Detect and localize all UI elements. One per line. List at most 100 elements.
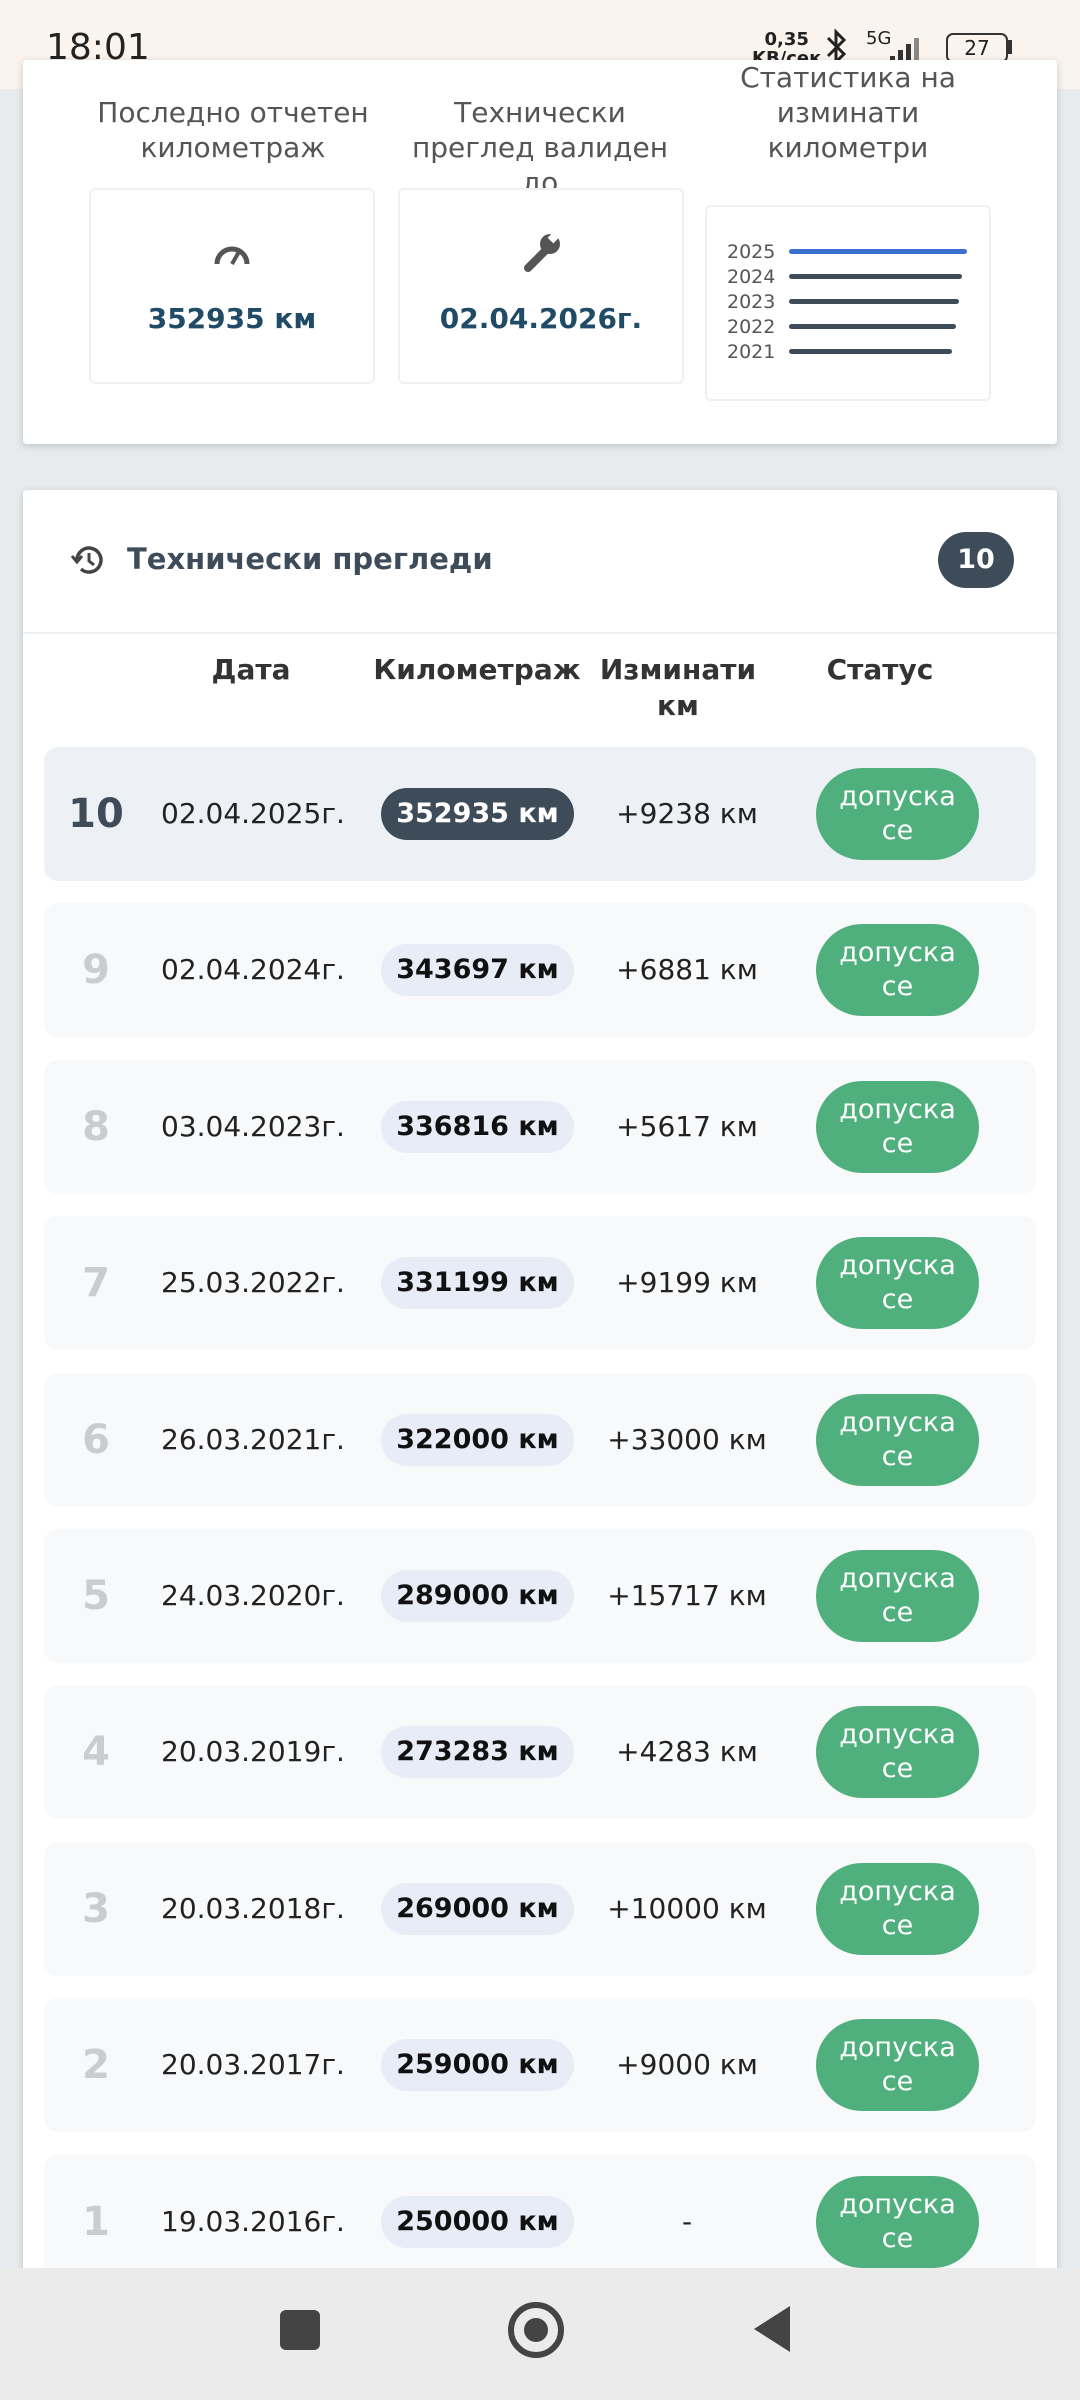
stat-line bbox=[789, 274, 962, 279]
row-mileage: 343697 км bbox=[381, 944, 574, 997]
inspection-box: 02.04.2026г. bbox=[398, 188, 684, 384]
row-status: допуска се bbox=[816, 2175, 979, 2268]
speed-value: 0,35 bbox=[764, 29, 809, 50]
row-difference: +5617 км bbox=[616, 1109, 758, 1143]
row-number: 3 bbox=[82, 1885, 110, 1932]
stat-line bbox=[789, 249, 967, 254]
divider bbox=[23, 632, 1057, 634]
row-date: 20.03.2017г. bbox=[161, 2048, 345, 2082]
statistics-box: 2025 2024 2023 2022 2021 bbox=[705, 205, 991, 401]
row-mileage: 273283 км bbox=[381, 1726, 574, 1779]
row-status: допуска се bbox=[816, 768, 979, 860]
stat-line bbox=[789, 324, 956, 329]
row-number: 1 bbox=[82, 2198, 110, 2245]
inspection-row: 6 26.03.2021г. 322000 км +33000 км допуска с… bbox=[44, 1372, 1036, 1507]
row-number: 4 bbox=[82, 1729, 110, 1776]
row-date: 20.03.2019г. bbox=[161, 1735, 345, 1769]
row-status: допуска се bbox=[816, 1237, 979, 1330]
row-difference: +4283 км bbox=[616, 1735, 758, 1769]
row-date: 24.03.2020г. bbox=[161, 1579, 345, 1612]
row-difference: +15717 км bbox=[607, 1579, 767, 1612]
recent-apps-button[interactable] bbox=[280, 2310, 320, 2350]
mileage-value: 352935 км bbox=[147, 302, 317, 335]
battery-tip bbox=[1008, 40, 1012, 54]
row-number: 9 bbox=[82, 947, 110, 994]
bluetooth-icon bbox=[826, 28, 847, 66]
row-number: 10 bbox=[68, 791, 124, 837]
nav-bar bbox=[0, 2268, 1080, 2400]
row-date: 03.04.2023г. bbox=[161, 1109, 345, 1143]
year-2022: 2022 bbox=[727, 316, 776, 338]
network-type: 5G bbox=[866, 28, 892, 49]
inspection-row: 9 02.04.2024г. 343697 км +6881 км допуска се bbox=[44, 903, 1036, 1038]
year-2021: 2021 bbox=[727, 341, 776, 363]
row-difference: - bbox=[681, 2204, 693, 2238]
inspection-row: 3 20.03.2018г. 269000 км +10000 км допуска с… bbox=[44, 1841, 1036, 1976]
row-status: допуска се bbox=[816, 924, 979, 1017]
row-date: 02.04.2024г. bbox=[161, 953, 345, 987]
row-mileage: 269000 км bbox=[381, 1882, 574, 1935]
inspection-row: 8 03.04.2023г. 336816 км +5617 км допуска се bbox=[44, 1059, 1036, 1194]
row-mileage: 336816 км bbox=[381, 1100, 574, 1153]
summary-card: Последно отчетен километраж Технически п… bbox=[23, 60, 1057, 444]
year-2023: 2023 bbox=[727, 291, 776, 313]
battery: 27 bbox=[946, 33, 1008, 63]
history-icon bbox=[70, 546, 103, 574]
stat-line bbox=[789, 349, 952, 354]
section-title: Технически прегледи bbox=[127, 542, 493, 576]
inspection-row: 1 19.03.2016г. 250000 км - допуска се bbox=[44, 2154, 1036, 2289]
statistics-label: Статистика на изминати километри bbox=[740, 61, 956, 164]
row-number: 6 bbox=[82, 1416, 110, 1463]
row-status: допуска се bbox=[816, 2019, 979, 2112]
row-date: 20.03.2018г. bbox=[161, 1891, 345, 1925]
row-date: 02.04.2025г. bbox=[161, 797, 345, 830]
row-status: допуска се bbox=[816, 1706, 979, 1799]
home-dot bbox=[524, 2318, 548, 2342]
row-difference: +9238 км bbox=[616, 797, 758, 830]
row-mileage: 331199 км bbox=[381, 1257, 574, 1310]
mileage-label: Последно отчетен километраж bbox=[97, 96, 369, 164]
row-difference: +10000 км bbox=[607, 1891, 767, 1925]
row-difference: +9199 км bbox=[616, 1266, 758, 1300]
row-number: 5 bbox=[82, 1573, 110, 1619]
row-mileage: 289000 км bbox=[381, 1570, 574, 1622]
year-2024: 2024 bbox=[727, 266, 776, 288]
inspection-row: 4 20.03.2019г. 273283 км +4283 км допуска се bbox=[44, 1685, 1036, 1820]
row-status: допуска се bbox=[816, 1862, 979, 1955]
row-number: 2 bbox=[82, 2042, 110, 2089]
row-status: допуска се bbox=[816, 1550, 979, 1642]
year-2025: 2025 bbox=[727, 241, 776, 263]
home-button[interactable] bbox=[508, 2302, 564, 2358]
count-badge: 10 bbox=[938, 532, 1014, 588]
inspection-row: 5 24.03.2020г. 289000 км +15717 км допуска с… bbox=[44, 1529, 1036, 1663]
speedometer-icon bbox=[214, 246, 250, 265]
inspection-row: 2 20.03.2017г. 259000 км +9000 км допуска се bbox=[44, 1998, 1036, 2133]
inspection-label: Технически преглед валиден до bbox=[411, 96, 669, 199]
row-date: 19.03.2016г. bbox=[161, 2204, 345, 2238]
inspection-row: 10 02.04.2025г. 352935 км +9238 км допуска с… bbox=[44, 747, 1036, 881]
row-difference: +9000 км bbox=[616, 2048, 758, 2082]
back-button[interactable] bbox=[750, 2304, 794, 2354]
inspection-row: 7 25.03.2022г. 331199 км +9199 км допуска се bbox=[44, 1216, 1036, 1351]
wrench-icon bbox=[524, 230, 561, 272]
mileage-box: 352935 км bbox=[89, 188, 375, 384]
row-number: 7 bbox=[82, 1260, 110, 1307]
row-status: допуска се bbox=[816, 1393, 979, 1486]
column-header: Километраж bbox=[373, 653, 581, 686]
row-date: 26.03.2021г. bbox=[161, 1422, 345, 1456]
column-header: Дата bbox=[211, 653, 291, 686]
column-header: Статус bbox=[826, 653, 934, 686]
column-header: Изминати км bbox=[599, 653, 757, 722]
row-status: допуска се bbox=[816, 1080, 979, 1173]
row-mileage: 259000 км bbox=[381, 2039, 574, 2092]
row-difference: +6881 км bbox=[616, 953, 758, 987]
row-mileage: 250000 км bbox=[381, 2195, 574, 2248]
row-number: 8 bbox=[82, 1103, 110, 1150]
row-difference: +33000 км bbox=[607, 1422, 767, 1456]
row-mileage: 322000 км bbox=[381, 1413, 574, 1466]
stat-line bbox=[789, 299, 959, 304]
row-date: 25.03.2022г. bbox=[161, 1266, 345, 1300]
inspection-value: 02.04.2026г. bbox=[439, 302, 643, 335]
